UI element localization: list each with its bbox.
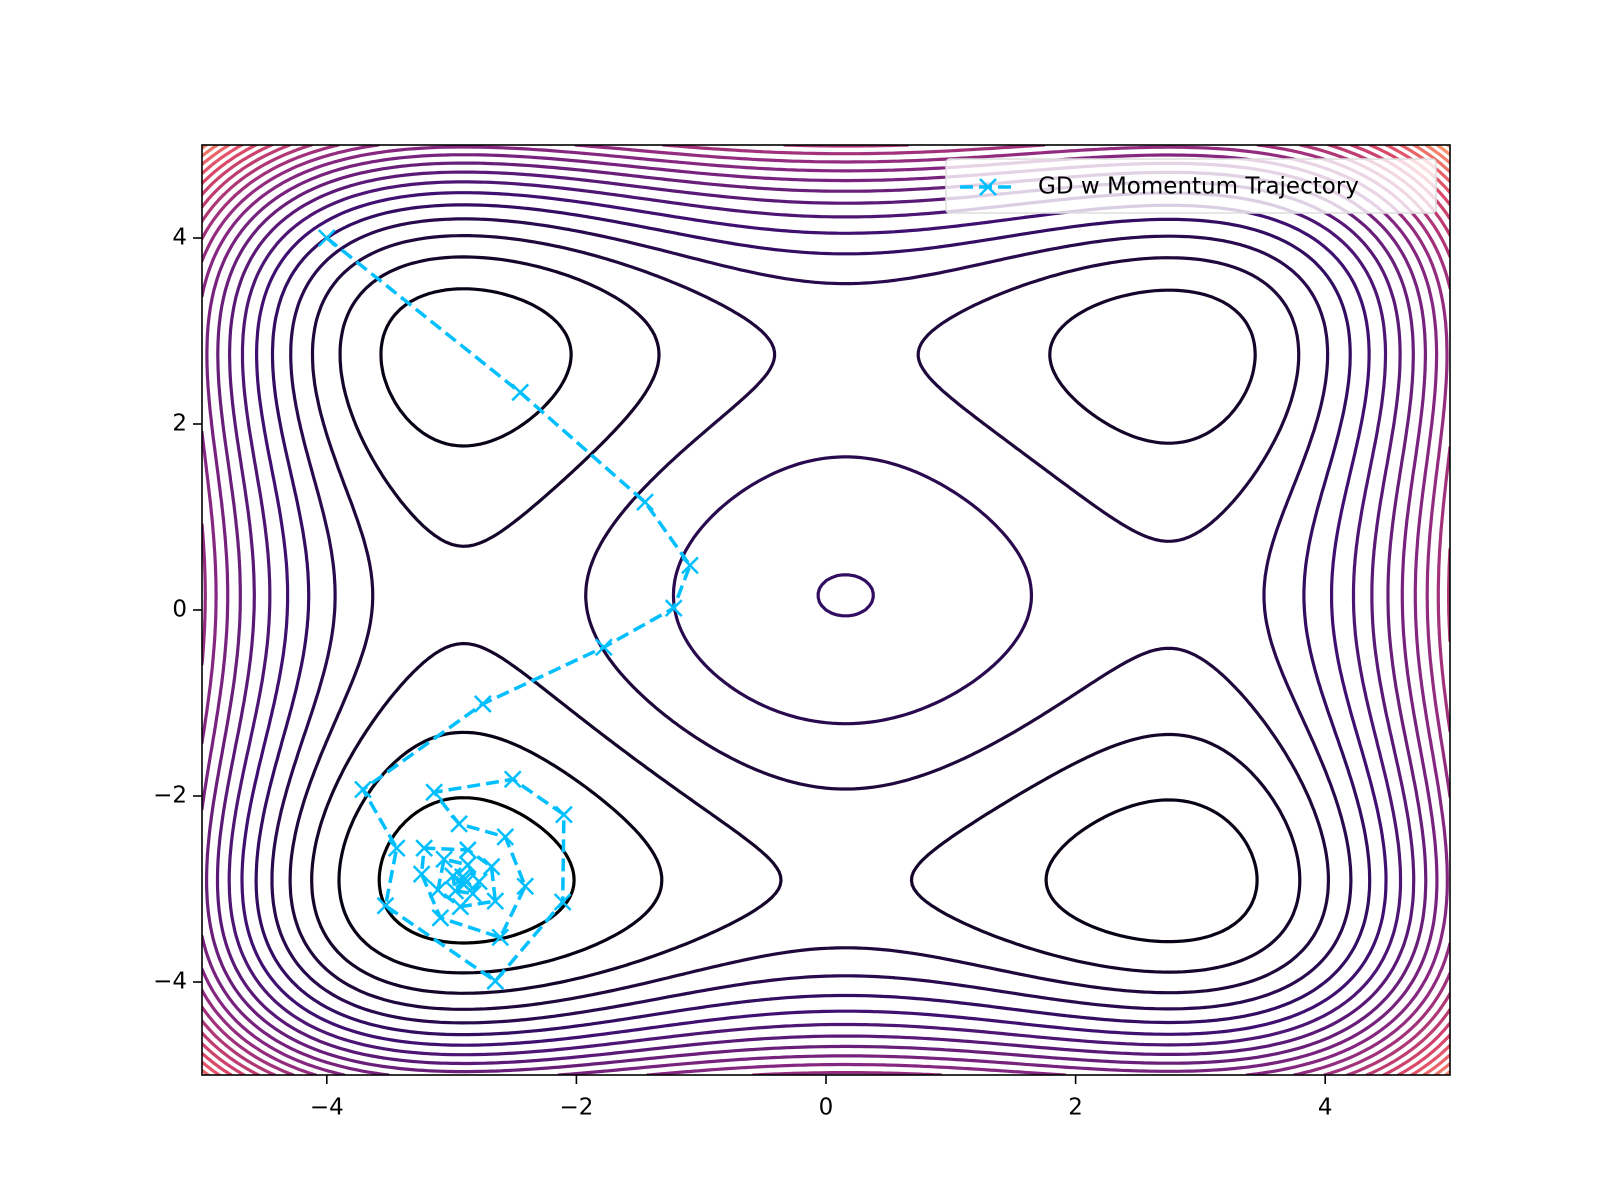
legend-label: GD w Momentum Trajectory <box>1038 174 1359 200</box>
trajectory-marker <box>486 972 505 990</box>
x-tick-label: −4 <box>310 1095 344 1121</box>
trajectory-marker <box>473 695 492 713</box>
trajectory-marker <box>425 783 444 802</box>
y-tick-label: 0 <box>172 597 187 623</box>
contour-line <box>270 217 1353 1025</box>
trajectory-marker <box>455 870 473 889</box>
trajectory-marker <box>511 383 530 402</box>
trajectory-marker <box>470 872 488 891</box>
trajectory-marker <box>431 908 450 927</box>
y-tick-label: 4 <box>172 225 187 251</box>
y-tick-label: 2 <box>172 411 187 437</box>
trajectory-marker <box>555 805 573 824</box>
x-tick-label: 4 <box>1318 1095 1333 1121</box>
trajectory-marker <box>455 875 473 894</box>
trajectory-marker <box>354 780 372 799</box>
trajectory-marker <box>664 599 683 618</box>
trajectory-marker <box>387 839 406 857</box>
trajectory-marker <box>503 770 522 789</box>
y-tick-label: −2 <box>153 783 187 809</box>
trajectory-marker <box>435 850 453 869</box>
plot-area <box>202 145 1450 1075</box>
y-tick-label: −4 <box>153 969 187 995</box>
contour-line <box>337 287 1259 975</box>
x-tick-label: −2 <box>559 1095 593 1121</box>
trajectory-marker <box>594 638 613 657</box>
trajectory-marker <box>446 881 465 900</box>
legend: GD w Momentum Trajectory <box>945 158 1437 214</box>
contour-line <box>202 145 1450 1075</box>
trajectory-marker <box>681 556 699 575</box>
contour-line <box>254 203 1372 1037</box>
contour-line <box>240 191 1388 1047</box>
trajectory-marker <box>376 896 395 915</box>
trajectory-marker <box>458 841 477 859</box>
legend-marker <box>979 178 997 196</box>
trajectory-marker <box>491 928 510 947</box>
contour-line <box>215 170 1416 1066</box>
x-tick-label: 0 <box>819 1095 834 1121</box>
x-tick-label: 2 <box>1068 1095 1083 1121</box>
contour-line <box>227 180 1403 1057</box>
trajectory-marker <box>482 857 501 876</box>
trajectory-marker <box>450 815 468 833</box>
trajectory-marker <box>458 855 477 874</box>
trajectory-marker <box>496 828 515 846</box>
trajectory-marker <box>636 493 654 512</box>
trajectory-marker <box>516 877 535 896</box>
trajectory-marker <box>486 892 505 910</box>
trajectory-marker <box>553 893 572 911</box>
legend-frame <box>945 158 1437 214</box>
trajectory-marker <box>412 865 431 884</box>
contour-line <box>202 145 1450 1075</box>
contour-line <box>310 255 1302 995</box>
trajectory-marker <box>428 881 447 899</box>
trajectory-marker <box>317 229 336 247</box>
contour-line <box>205 161 1428 1074</box>
trajectory-marker <box>415 839 434 857</box>
contour-line <box>202 153 1439 1075</box>
contour-line <box>288 234 1330 1011</box>
